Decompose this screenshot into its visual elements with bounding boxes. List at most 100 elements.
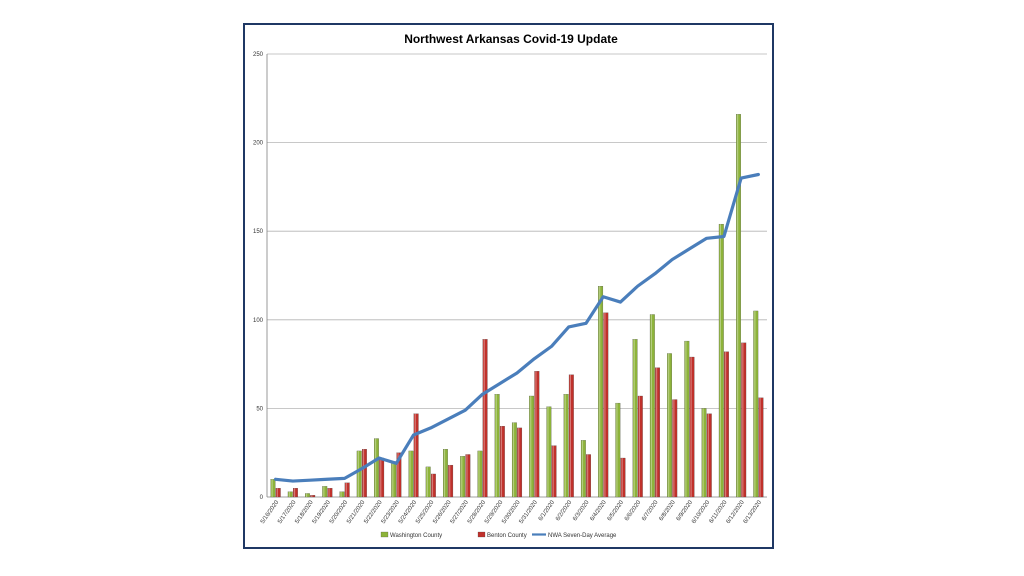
bar [637, 395, 643, 498]
bar [275, 488, 281, 498]
legend-label: NWA Seven-Day Average [548, 533, 617, 539]
bar [494, 394, 500, 498]
bar [293, 488, 298, 498]
bar [586, 454, 591, 498]
bar-highlight [311, 495, 313, 497]
bar-highlight [702, 408, 704, 497]
bar-highlight [271, 479, 273, 497]
bar-highlight [604, 312, 606, 497]
bar [499, 425, 505, 498]
chart-title: Northwest Arkansas Covid-19 Update [404, 32, 618, 46]
bar-highlight [328, 488, 330, 497]
bar-highlight [426, 466, 428, 497]
bar-highlight [724, 351, 727, 497]
gridlines [266, 53, 767, 498]
bar-highlight [345, 482, 347, 497]
x-tick-label: 6/3/2020 [572, 499, 591, 522]
bar-highlight [564, 394, 566, 497]
bar [563, 394, 569, 498]
x-tick-label: 6/9/2020 [676, 499, 695, 522]
bar-highlight [737, 114, 739, 498]
x-tick-label: 6/1/2020 [538, 499, 557, 522]
bar-highlight [742, 342, 744, 497]
bar [672, 399, 678, 498]
bar-highlight [512, 422, 515, 497]
bar-highlight [581, 440, 584, 497]
bar-highlight [569, 374, 572, 497]
x-tick-label: 6/5/2020 [607, 499, 626, 522]
chart: Northwest Arkansas Covid-19 Update 0 50 10… [253, 32, 767, 539]
bar [689, 356, 695, 498]
bar-highlight [759, 397, 761, 497]
bar [580, 440, 586, 498]
bar [701, 408, 707, 498]
bar [753, 310, 759, 498]
legend-swatch [477, 531, 486, 538]
bar-highlight [495, 394, 497, 497]
bar [517, 427, 523, 498]
bar-highlight [288, 491, 290, 497]
bar-highlight [518, 427, 520, 497]
bar [305, 493, 310, 498]
bar-highlight [638, 395, 640, 497]
bar [339, 491, 345, 498]
bar [408, 450, 414, 498]
bar-highlight [478, 450, 480, 497]
y-tick-label: 50 [256, 406, 263, 412]
legend: Washington County Benton County NWA Seven-… [380, 531, 617, 539]
x-tick-label: 6/6/2020 [624, 499, 643, 522]
bar [724, 351, 729, 498]
bar [287, 491, 293, 498]
bar [430, 473, 436, 498]
bar-highlight [754, 310, 756, 497]
average-line [274, 172, 760, 483]
bar-highlight [552, 445, 554, 497]
bar-highlight [685, 341, 687, 497]
bar [322, 486, 328, 498]
bar [615, 402, 621, 498]
bar [362, 449, 367, 498]
bar-highlight [616, 403, 618, 497]
bar [460, 456, 466, 498]
bar [344, 482, 350, 498]
bar [310, 495, 316, 498]
y-tick-label: 250 [253, 52, 264, 58]
bar-highlight [535, 371, 537, 497]
bar-highlight [323, 486, 325, 497]
bar-highlight [431, 473, 434, 497]
bar-highlight [599, 286, 601, 497]
bar-highlight [633, 339, 635, 497]
bar [758, 397, 764, 498]
bar-highlight [340, 491, 342, 497]
bar-highlight [276, 488, 278, 497]
bar-highlight [547, 406, 549, 497]
bar [546, 406, 552, 498]
bar [718, 223, 724, 498]
bar [356, 450, 362, 498]
bar-highlight [719, 224, 721, 497]
x-tick-label: 6/4/2020 [590, 499, 609, 522]
bar [327, 488, 333, 498]
bar-highlight [690, 357, 692, 497]
bar [632, 339, 638, 498]
bar [270, 479, 276, 498]
bar-highlight [673, 399, 675, 497]
bar [649, 314, 655, 498]
bar-highlight [449, 465, 451, 497]
bar-highlight [409, 450, 411, 497]
x-tick-label: 6/13/2020 [743, 499, 764, 525]
bar [706, 413, 712, 498]
bar-highlight [707, 413, 709, 497]
chart-frame: Northwest Arkansas Covid-19 Update 0 50 10… [243, 23, 774, 549]
bar [413, 413, 419, 498]
legend-label: Benton County [487, 533, 527, 539]
y-tick-label: 0 [260, 495, 264, 501]
y-axis-ticks: 0 50 100 150 200 250 [253, 52, 264, 501]
bar [448, 464, 454, 498]
bar-highlight [443, 449, 446, 497]
bar [396, 452, 402, 498]
bar [741, 342, 747, 498]
bar-highlight [500, 426, 503, 497]
bar [620, 457, 626, 498]
bar [511, 422, 517, 498]
